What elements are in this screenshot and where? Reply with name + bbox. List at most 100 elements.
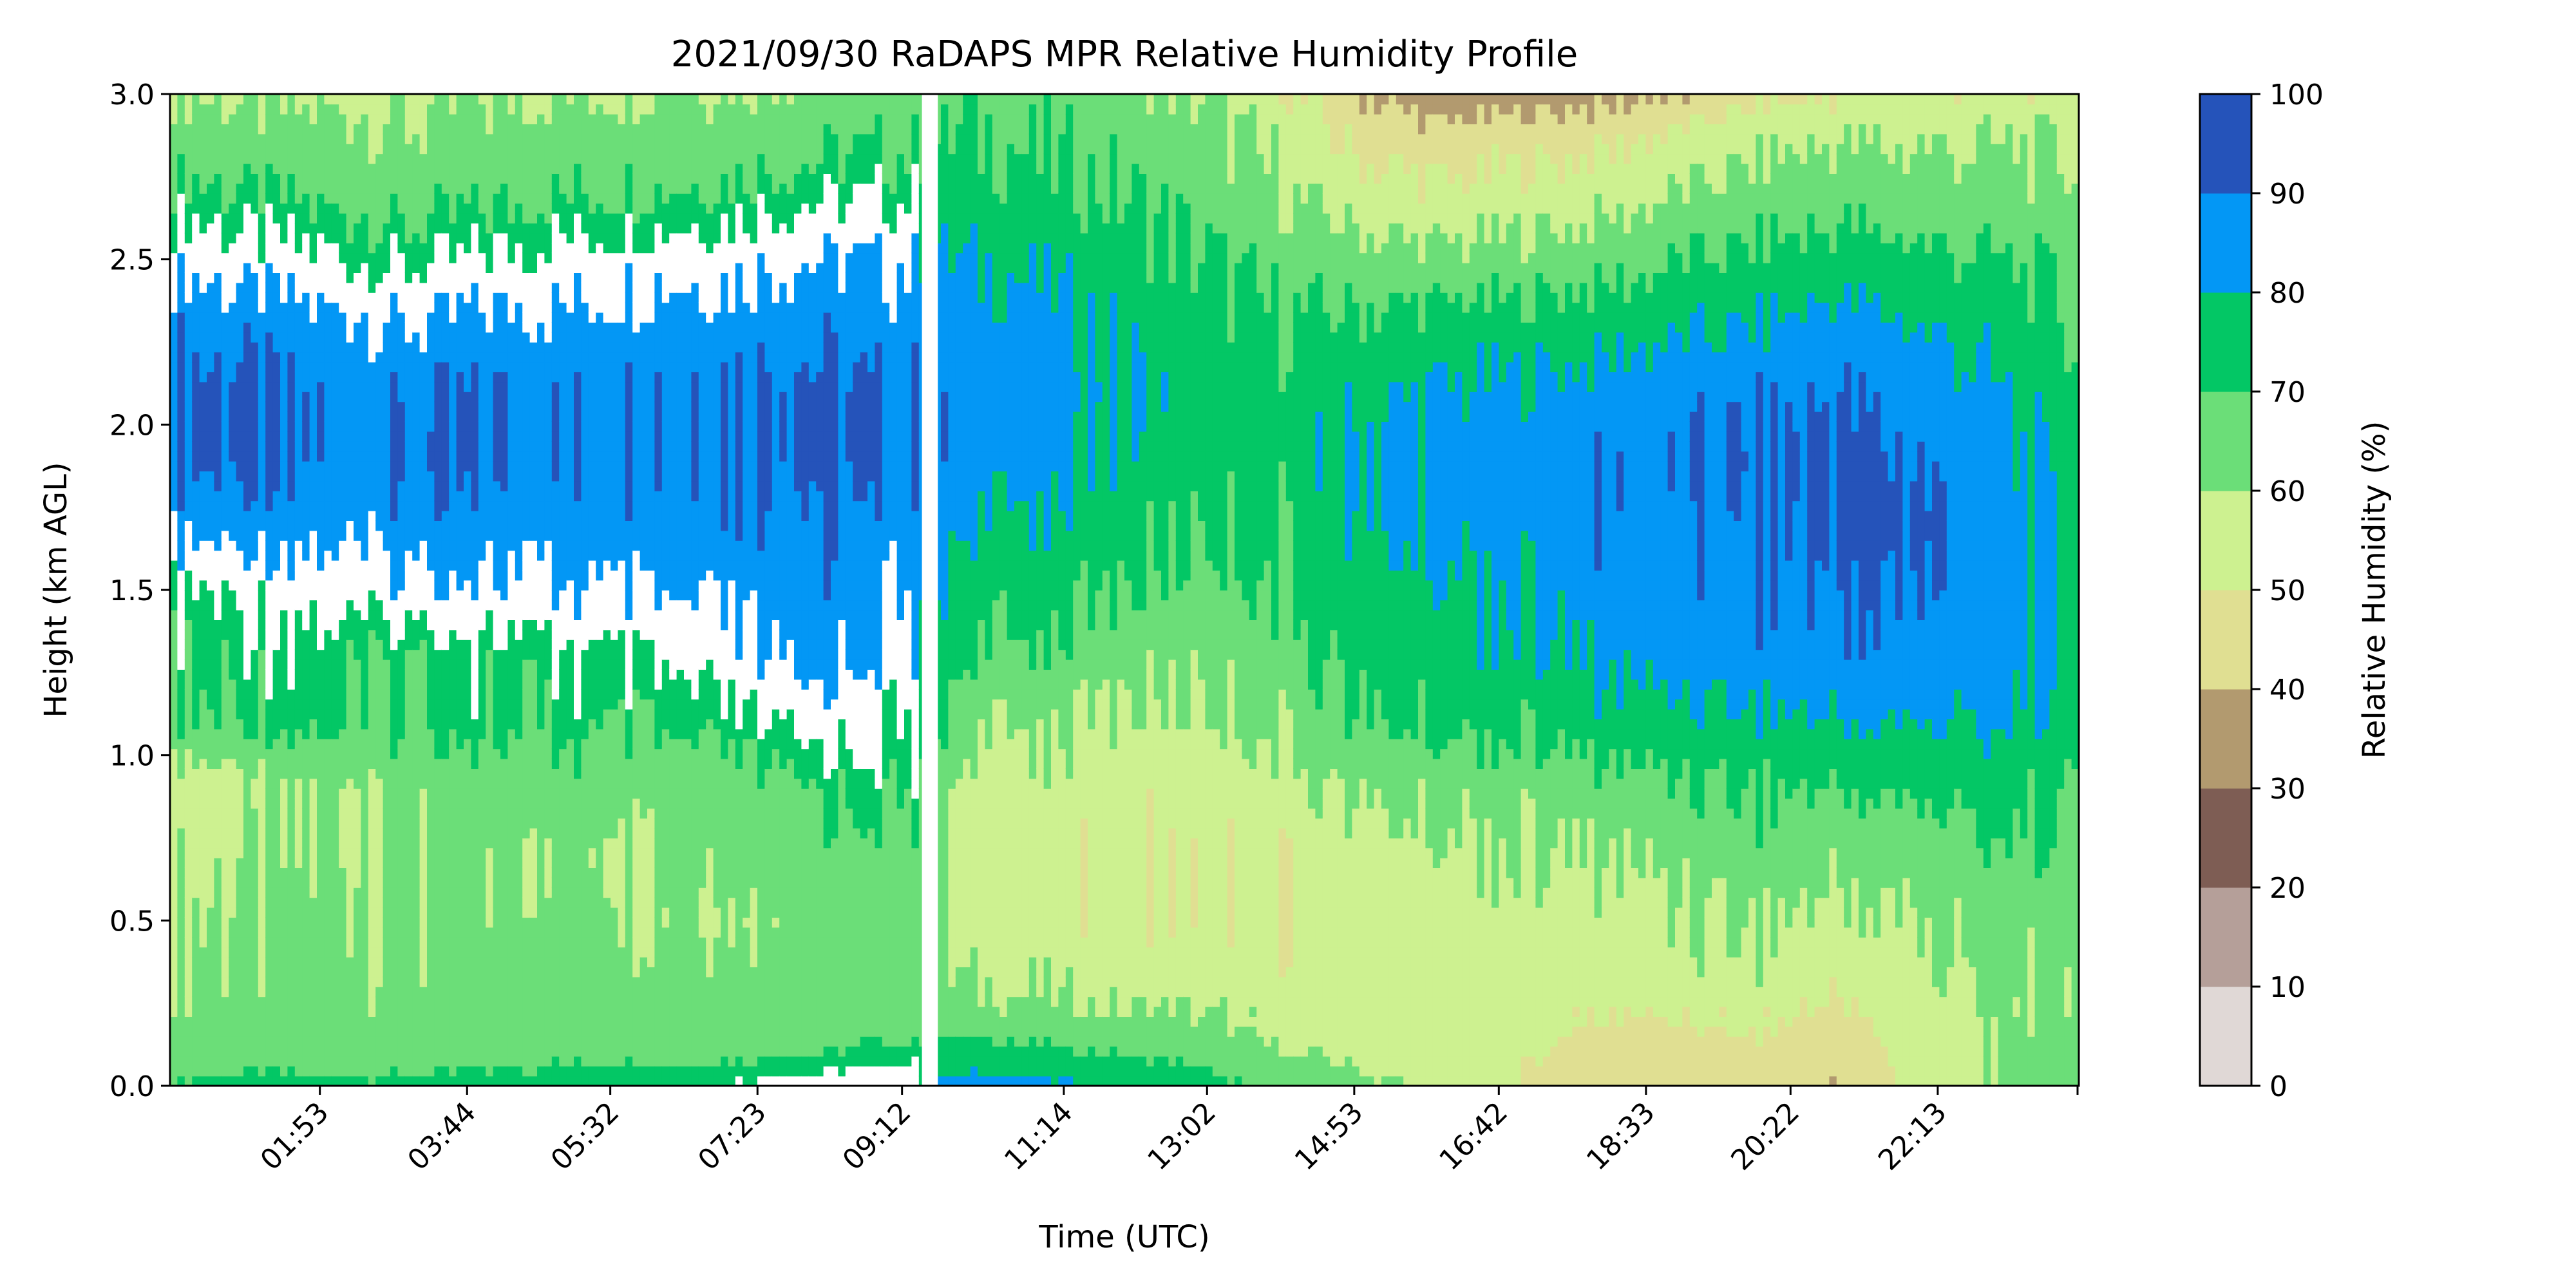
rh-cell <box>442 649 450 659</box>
rh-cell <box>522 481 530 491</box>
rh-cell <box>354 184 361 194</box>
rh-cell <box>200 689 207 699</box>
rh-cell <box>493 134 501 144</box>
rh-cell <box>486 947 493 957</box>
rh-cell <box>412 779 420 789</box>
rh-cell <box>361 500 368 511</box>
rh-cell <box>265 848 273 858</box>
rh-cell <box>280 362 288 372</box>
rh-cell <box>287 570 295 580</box>
rh-cell <box>434 828 442 838</box>
rh-cell <box>530 699 538 709</box>
rh-cell <box>207 481 214 491</box>
rh-cell <box>280 1066 288 1076</box>
rh-cell <box>265 570 273 580</box>
rh-cell <box>302 699 310 709</box>
rh-cell <box>434 421 442 431</box>
rh-cell <box>280 729 288 739</box>
rh-cell <box>251 779 258 789</box>
rh-cell <box>222 639 229 650</box>
rh-cell <box>207 768 214 779</box>
rh-cell <box>214 412 222 422</box>
rh-cell <box>390 779 398 789</box>
rh-cell <box>397 114 405 124</box>
rh-cell <box>493 491 501 501</box>
rh-cell <box>332 709 339 719</box>
rh-cell <box>339 1016 346 1027</box>
rh-cell <box>457 153 464 164</box>
rh-cell <box>361 748 368 759</box>
rh-cell <box>177 739 185 749</box>
rh-cell <box>346 759 354 769</box>
rh-cell <box>368 531 376 541</box>
rh-cell <box>354 421 361 431</box>
rh-cell <box>457 342 464 352</box>
rh-cell <box>280 382 288 392</box>
rh-cell <box>412 600 420 610</box>
rh-cell <box>390 312 398 323</box>
rh-cell <box>214 471 222 481</box>
rh-cell <box>486 996 493 1007</box>
rh-cell <box>346 1066 354 1076</box>
rh-cell <box>449 153 457 164</box>
rh-cell <box>515 451 523 461</box>
rh-cell <box>200 699 207 709</box>
rh-cell <box>471 878 478 888</box>
rh-cell <box>493 818 501 828</box>
rh-cell <box>236 203 244 213</box>
rh-cell <box>185 748 193 759</box>
rh-cell <box>486 124 493 134</box>
rh-cell <box>442 759 450 769</box>
rh-cell <box>397 679 405 690</box>
rh-cell <box>515 679 523 690</box>
rh-cell <box>361 600 368 610</box>
rh-cell <box>486 412 493 422</box>
rh-cell <box>383 1066 391 1076</box>
rh-cell <box>192 173 200 184</box>
rh-cell <box>339 223 346 233</box>
rh-cell <box>442 808 450 819</box>
rh-cell <box>420 996 428 1007</box>
rh-cell <box>397 461 405 471</box>
rh-cell <box>390 818 398 828</box>
rh-cell <box>507 699 515 709</box>
rh-cell <box>449 630 457 640</box>
rh-cell <box>192 550 200 560</box>
rh-cell <box>295 461 303 471</box>
rh-cell <box>251 1066 258 1076</box>
rh-cell <box>405 808 413 819</box>
rh-cell <box>295 481 303 491</box>
rh-cell <box>214 1027 222 1037</box>
rh-cell <box>464 649 471 659</box>
rh-cell <box>339 441 346 451</box>
rh-cell <box>375 669 383 679</box>
rh-cell <box>478 144 486 154</box>
rh-cell <box>390 292 398 303</box>
rh-cell <box>243 798 251 808</box>
rh-cell <box>515 550 523 560</box>
rh-cell <box>192 798 200 808</box>
rh-cell <box>361 739 368 749</box>
rh-cell <box>185 719 193 729</box>
rh-cell <box>222 977 229 987</box>
rh-cell <box>354 144 361 154</box>
rh-cell <box>332 897 339 907</box>
rh-cell <box>222 1066 229 1076</box>
rh-cell <box>317 233 325 243</box>
rh-cell <box>368 292 376 303</box>
rh-cell <box>442 779 450 789</box>
rh-cell <box>493 550 501 560</box>
rh-cell <box>214 94 222 104</box>
rh-cell <box>427 401 435 412</box>
rh-cell <box>295 401 303 412</box>
rh-cell <box>457 263 464 273</box>
rh-cell <box>332 977 339 987</box>
rh-cell <box>457 1066 464 1076</box>
rh-cell <box>332 739 339 749</box>
rh-cell <box>265 252 273 263</box>
rh-cell <box>412 134 420 144</box>
rh-cell <box>471 759 478 769</box>
rh-cell <box>229 649 236 659</box>
rh-cell <box>405 550 413 560</box>
rh-cell <box>375 887 383 898</box>
